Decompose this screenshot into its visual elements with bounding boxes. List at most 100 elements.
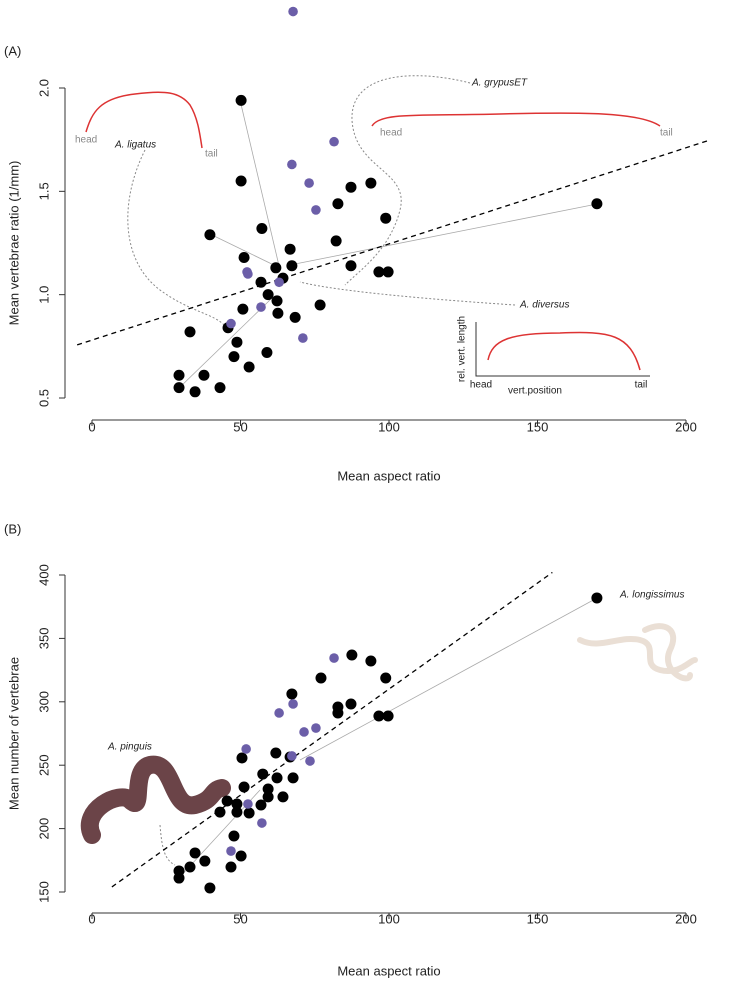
point (345, 181, 357, 193)
x-tick-label: 0 (88, 419, 95, 434)
point (238, 251, 250, 263)
snake-illustration (577, 623, 698, 682)
y-tick-label: 1.0 (36, 286, 51, 304)
point (221, 795, 233, 807)
profile-label: tail (205, 149, 218, 160)
point (228, 351, 240, 363)
point (256, 223, 268, 235)
point (330, 235, 342, 247)
point (288, 699, 298, 709)
point (262, 783, 274, 795)
point (299, 727, 309, 737)
point (329, 653, 339, 663)
fit-line (76, 139, 710, 346)
point (243, 807, 255, 819)
point (271, 295, 283, 307)
point (332, 707, 344, 719)
point (311, 723, 321, 733)
x-tick-label: 200 (675, 419, 697, 434)
point (286, 688, 298, 700)
x-tick-label: 150 (527, 911, 549, 926)
annotation: A. diversus (519, 300, 569, 311)
point (332, 198, 344, 210)
point (314, 299, 326, 311)
y-tick-label: 300 (36, 691, 51, 713)
point (241, 744, 251, 754)
point (257, 768, 269, 780)
point (226, 846, 236, 856)
point (228, 830, 240, 842)
point (204, 229, 216, 241)
point (214, 806, 226, 818)
point (311, 205, 321, 215)
profile-curve (371, 112, 661, 127)
fit-line (111, 571, 553, 888)
point (235, 175, 247, 187)
x-tick-label: 0 (88, 911, 95, 926)
point (305, 756, 315, 766)
point (255, 799, 267, 811)
point (184, 861, 196, 873)
annotation: A. grypusET (471, 78, 528, 89)
inset-label: rel. vert. length (457, 316, 468, 382)
y-axis-label: Mean number of vertebrae (6, 657, 21, 810)
profile-label: tail (660, 128, 673, 139)
point (173, 369, 185, 381)
y-tick-label: 0.5 (36, 389, 51, 407)
point (274, 277, 284, 288)
annotation: A. longissimus (619, 590, 684, 601)
annotation: A. pinguis (107, 742, 152, 753)
y-tick-label: 400 (36, 564, 51, 586)
point (591, 198, 603, 210)
point (231, 798, 243, 810)
profile-curve (487, 331, 641, 371)
point (345, 260, 357, 272)
point (236, 752, 248, 764)
panel-label: (A) (4, 43, 21, 58)
y-tick-label: 1.5 (36, 182, 51, 200)
point (257, 818, 267, 828)
point (243, 799, 253, 809)
point (304, 178, 314, 188)
annotation: A. ligatus (114, 140, 156, 151)
point (287, 159, 297, 170)
y-tick-label: 250 (36, 754, 51, 776)
point (289, 311, 301, 323)
connector (299, 281, 516, 306)
point (271, 772, 283, 784)
connector (127, 149, 226, 327)
point (365, 177, 377, 189)
point (591, 592, 603, 604)
point (272, 307, 284, 319)
y-tick-label: 350 (36, 628, 51, 650)
y-tick-label: 2.0 (36, 79, 51, 97)
point (365, 655, 377, 667)
point (173, 382, 185, 394)
point (225, 861, 237, 873)
point (380, 212, 392, 224)
y-tick-label: 150 (36, 881, 51, 903)
inset-label: vert.position (508, 386, 562, 397)
inset-axes (475, 322, 650, 377)
point (243, 361, 255, 373)
profile-curve (85, 91, 203, 149)
connector (159, 824, 176, 866)
y-tick-label: 200 (36, 818, 51, 840)
point (286, 260, 298, 272)
x-tick-label: 50 (233, 419, 247, 434)
point (235, 94, 247, 106)
x-axis-label: Mean aspect ratio (337, 963, 440, 978)
inset-label: head (470, 380, 492, 391)
point (382, 710, 394, 722)
point (235, 850, 247, 862)
point (274, 708, 284, 718)
inset-label: tail (635, 380, 648, 391)
point (173, 872, 185, 884)
point (380, 672, 392, 684)
point (226, 318, 236, 329)
x-tick-label: 200 (675, 911, 697, 926)
point (204, 882, 216, 894)
point (284, 243, 296, 255)
point (298, 333, 308, 343)
